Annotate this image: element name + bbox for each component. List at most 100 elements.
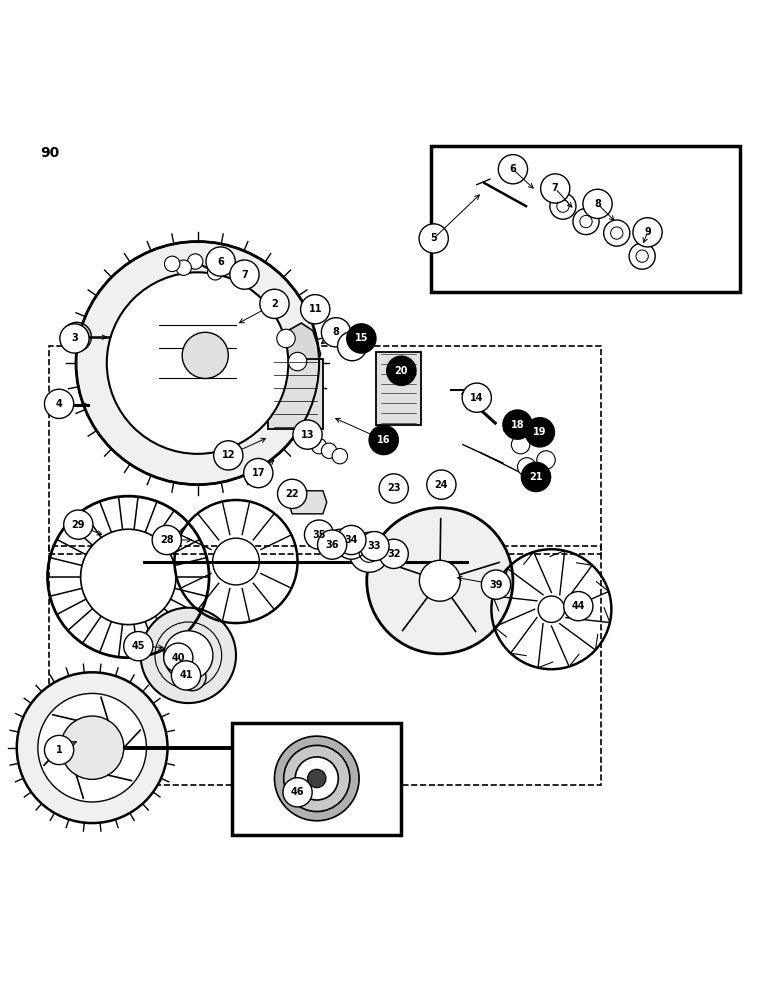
- Text: 45: 45: [131, 641, 145, 651]
- Text: 7: 7: [552, 183, 559, 193]
- Text: 28: 28: [160, 535, 174, 545]
- Circle shape: [379, 539, 408, 568]
- Circle shape: [171, 661, 201, 690]
- Text: 7: 7: [241, 270, 248, 280]
- Text: 32: 32: [387, 549, 401, 559]
- Circle shape: [38, 693, 147, 802]
- Text: 24: 24: [435, 480, 448, 490]
- Circle shape: [550, 193, 576, 219]
- Circle shape: [633, 218, 662, 247]
- Circle shape: [604, 220, 630, 246]
- Circle shape: [283, 778, 312, 807]
- Circle shape: [178, 663, 206, 691]
- FancyBboxPatch shape: [376, 352, 421, 425]
- Circle shape: [230, 260, 259, 289]
- Circle shape: [583, 189, 612, 218]
- Circle shape: [367, 508, 513, 654]
- Text: 39: 39: [489, 580, 503, 590]
- Text: 11: 11: [309, 304, 322, 314]
- Text: 18: 18: [511, 420, 524, 430]
- Circle shape: [503, 410, 532, 439]
- Text: 20: 20: [394, 366, 408, 376]
- Circle shape: [387, 356, 416, 385]
- Circle shape: [379, 474, 408, 503]
- Circle shape: [214, 441, 243, 470]
- Circle shape: [63, 322, 91, 352]
- Text: 9: 9: [644, 227, 651, 237]
- Text: 29: 29: [72, 520, 85, 530]
- Circle shape: [419, 224, 449, 253]
- Text: 16: 16: [377, 435, 391, 445]
- Text: 46: 46: [291, 787, 304, 797]
- Circle shape: [124, 632, 153, 661]
- Text: 9: 9: [349, 341, 356, 351]
- Circle shape: [164, 643, 193, 672]
- FancyBboxPatch shape: [232, 723, 401, 835]
- Circle shape: [206, 247, 235, 276]
- Text: 36: 36: [326, 540, 339, 550]
- Circle shape: [185, 670, 199, 684]
- Circle shape: [498, 155, 527, 184]
- Text: 8: 8: [594, 199, 601, 209]
- Circle shape: [278, 479, 306, 508]
- Circle shape: [360, 532, 389, 561]
- Circle shape: [629, 243, 655, 269]
- Circle shape: [275, 736, 359, 821]
- Text: 41: 41: [179, 670, 193, 680]
- Circle shape: [45, 735, 73, 765]
- Text: 1: 1: [56, 745, 63, 755]
- Text: 4: 4: [56, 399, 63, 409]
- Circle shape: [60, 324, 89, 353]
- Circle shape: [152, 525, 181, 555]
- Circle shape: [288, 352, 306, 371]
- Circle shape: [521, 462, 550, 492]
- FancyBboxPatch shape: [431, 146, 740, 292]
- Circle shape: [300, 295, 330, 324]
- Text: 15: 15: [354, 333, 368, 343]
- Circle shape: [76, 242, 319, 485]
- Text: 40: 40: [171, 653, 185, 663]
- Text: 33: 33: [367, 541, 381, 551]
- Circle shape: [311, 438, 327, 454]
- Text: 14: 14: [470, 393, 483, 403]
- Circle shape: [482, 570, 510, 599]
- FancyBboxPatch shape: [269, 359, 323, 429]
- Circle shape: [304, 520, 334, 549]
- Circle shape: [369, 425, 398, 455]
- Text: 22: 22: [286, 489, 299, 499]
- Circle shape: [293, 420, 322, 449]
- Text: 12: 12: [222, 450, 235, 460]
- Circle shape: [244, 458, 273, 488]
- Circle shape: [564, 592, 593, 621]
- Circle shape: [188, 254, 203, 269]
- Circle shape: [573, 208, 599, 235]
- Circle shape: [337, 525, 366, 555]
- Polygon shape: [267, 323, 320, 385]
- Text: 2: 2: [271, 299, 278, 309]
- Circle shape: [277, 329, 295, 348]
- Text: 8: 8: [333, 327, 340, 337]
- Circle shape: [321, 318, 350, 347]
- Circle shape: [537, 451, 555, 469]
- Circle shape: [525, 418, 554, 447]
- Circle shape: [164, 256, 180, 272]
- Text: 17: 17: [252, 468, 265, 478]
- Circle shape: [60, 716, 124, 779]
- Circle shape: [511, 435, 530, 454]
- Circle shape: [64, 510, 93, 539]
- Text: 23: 23: [387, 483, 401, 493]
- Text: 6: 6: [510, 164, 516, 174]
- Circle shape: [208, 265, 223, 280]
- Text: 34: 34: [344, 535, 358, 545]
- Circle shape: [462, 383, 492, 412]
- Circle shape: [17, 672, 168, 823]
- Circle shape: [419, 560, 460, 601]
- Text: 3: 3: [71, 333, 78, 343]
- Text: 5: 5: [430, 233, 437, 243]
- Circle shape: [317, 530, 347, 559]
- Text: 90: 90: [40, 146, 59, 160]
- Circle shape: [283, 745, 350, 812]
- Circle shape: [212, 538, 259, 585]
- Circle shape: [164, 631, 213, 680]
- Text: 19: 19: [533, 427, 547, 437]
